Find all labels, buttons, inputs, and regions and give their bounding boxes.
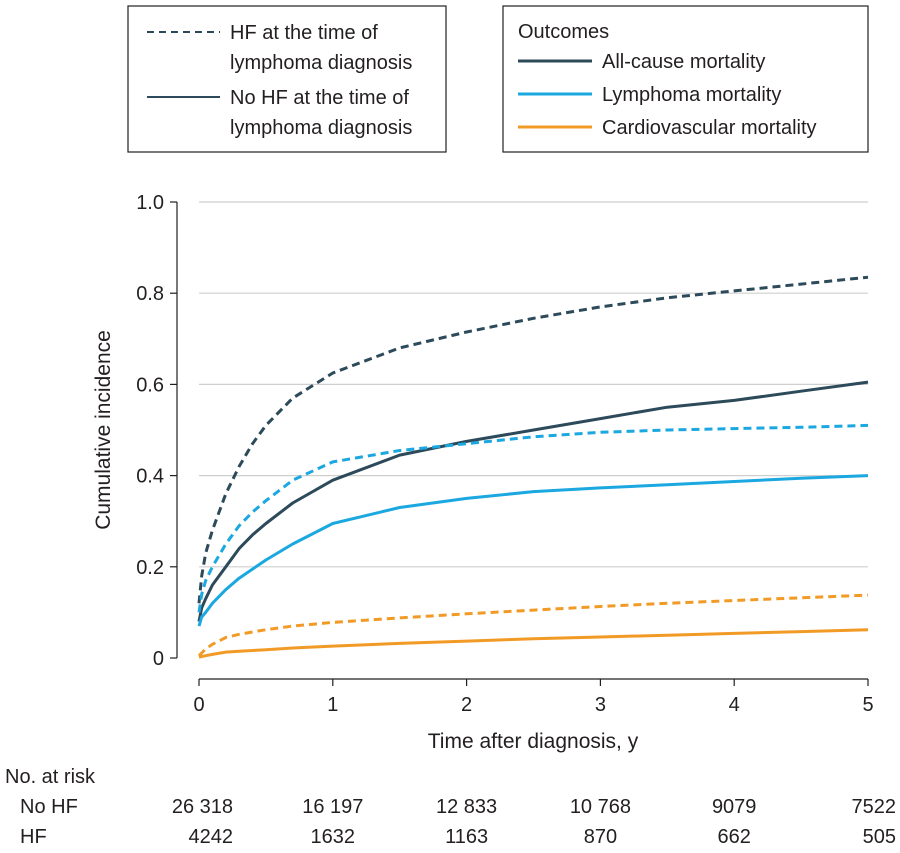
risk-value-hf-0: 4242 (189, 826, 234, 848)
x-tick-label-5: 5 (862, 694, 873, 716)
x-ticks: 0 1 2 3 4 5 (193, 679, 874, 716)
series-all-cause-mortality-no-hf (197, 380, 869, 622)
legend-all-cause-label: All-cause mortality (602, 51, 765, 73)
legend-cardiovascular-label: Cardiovascular mortality (602, 117, 817, 139)
legend-lymphoma-label: Lymphoma mortality (602, 84, 781, 106)
series-cardiovascular-mortality-no-hf (198, 628, 869, 659)
series-lines (197, 275, 869, 659)
legend-hf-label-line2: lymphoma diagnosis (230, 52, 412, 74)
series-lymphoma-mortality-no-hf (197, 474, 869, 627)
x-tick-label-0: 0 (193, 694, 204, 716)
outcomes-legend-title: Outcomes (518, 21, 609, 43)
group-legend: HF at the time of lymphoma diagnosis No … (127, 5, 447, 153)
risk-table-title: No. at risk (5, 766, 96, 788)
series-lymphoma-mortality-hf (197, 423, 869, 613)
group-legend-frame (127, 5, 447, 153)
risk-value-hf-2: 1163 (445, 826, 488, 848)
axes (176, 202, 868, 680)
legend-no-hf-label-line2: lymphoma diagnosis (230, 117, 412, 139)
risk-value-hf-5: 505 (863, 826, 896, 848)
y-tick-label-0-2: 0.2 (136, 557, 164, 579)
y-tick-label-1-0: 1.0 (136, 192, 164, 214)
series-all-cause-mortality-hf (197, 275, 869, 604)
risk-value-no-hf-4: 9079 (712, 796, 757, 818)
risk-value-hf-3: 870 (584, 826, 617, 848)
risk-value-no-hf-2: 12 833 (436, 796, 497, 818)
y-ticks: 0 0.2 0.4 0.6 0.8 1.0 (136, 192, 177, 670)
x-tick-label-2: 2 (461, 694, 472, 716)
y-tick-label-0-4: 0.4 (136, 466, 164, 488)
x-tick-label-4: 4 (729, 694, 740, 716)
x-tick-label-1: 1 (327, 694, 338, 716)
series-cardiovascular-mortality-hf (197, 593, 869, 657)
legend-no-hf-label-line1: No HF at the time of (230, 87, 409, 109)
risk-value-no-hf-1: 16 197 (302, 796, 363, 818)
x-axis-title: Time after diagnosis, y (428, 730, 639, 753)
risk-value-no-hf-5: 7522 (852, 796, 897, 818)
number-at-risk-table: No. at risk No HF HF 26 318 16 197 12 833 1… (5, 766, 896, 848)
x-tick-label-3: 3 (595, 694, 606, 716)
gridlines (199, 201, 868, 568)
y-tick-label-0: 0 (153, 648, 164, 670)
risk-value-hf-1: 1632 (311, 826, 356, 848)
y-axis-title: Cumulative incidence (92, 330, 115, 530)
y-tick-label-0-8: 0.8 (136, 283, 164, 305)
outcomes-legend: Outcomes All-cause mortality Lymphoma mo… (502, 5, 869, 153)
risk-row-no-hf-label: No HF (20, 796, 78, 818)
risk-row-hf-label: HF (20, 826, 47, 848)
outcomes-legend-frame (502, 5, 869, 153)
y-tick-label-0-6: 0.6 (136, 374, 164, 396)
legend-hf-label-line1: HF at the time of (230, 22, 378, 44)
risk-value-hf-4: 662 (718, 826, 751, 848)
risk-value-no-hf-0: 26 318 (172, 796, 233, 818)
risk-value-no-hf-3: 10 768 (570, 796, 631, 818)
